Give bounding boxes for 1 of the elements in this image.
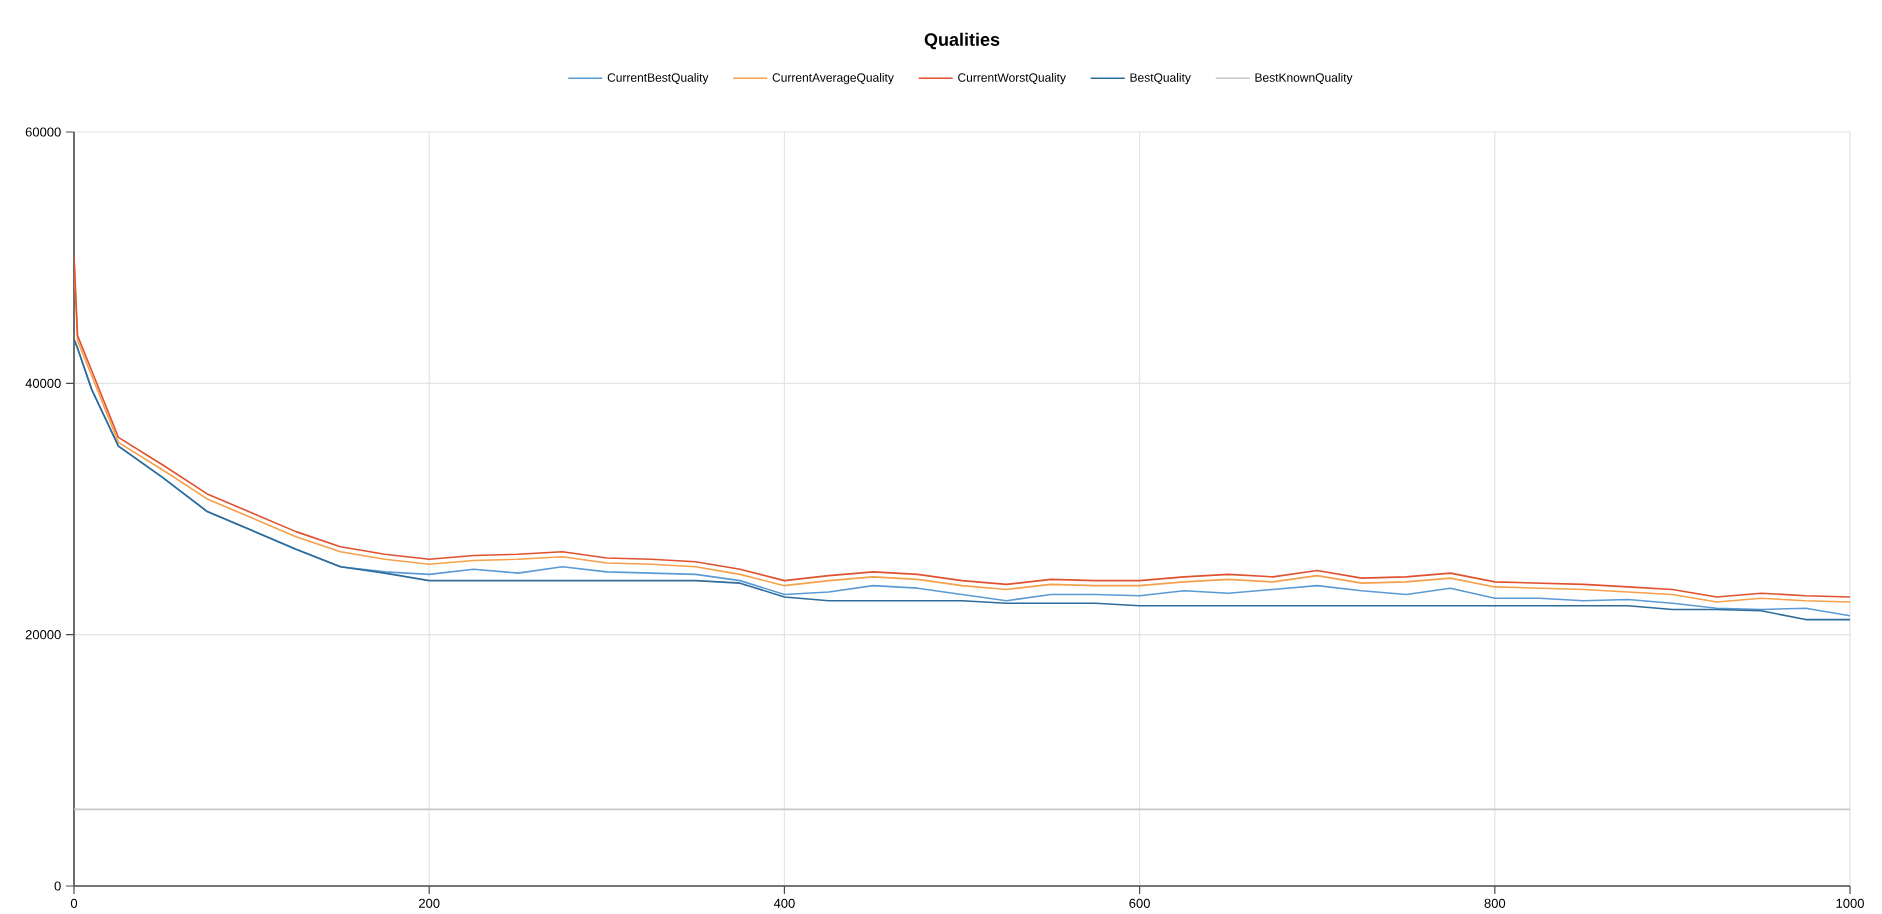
chart-title: Qualities xyxy=(924,32,1000,50)
